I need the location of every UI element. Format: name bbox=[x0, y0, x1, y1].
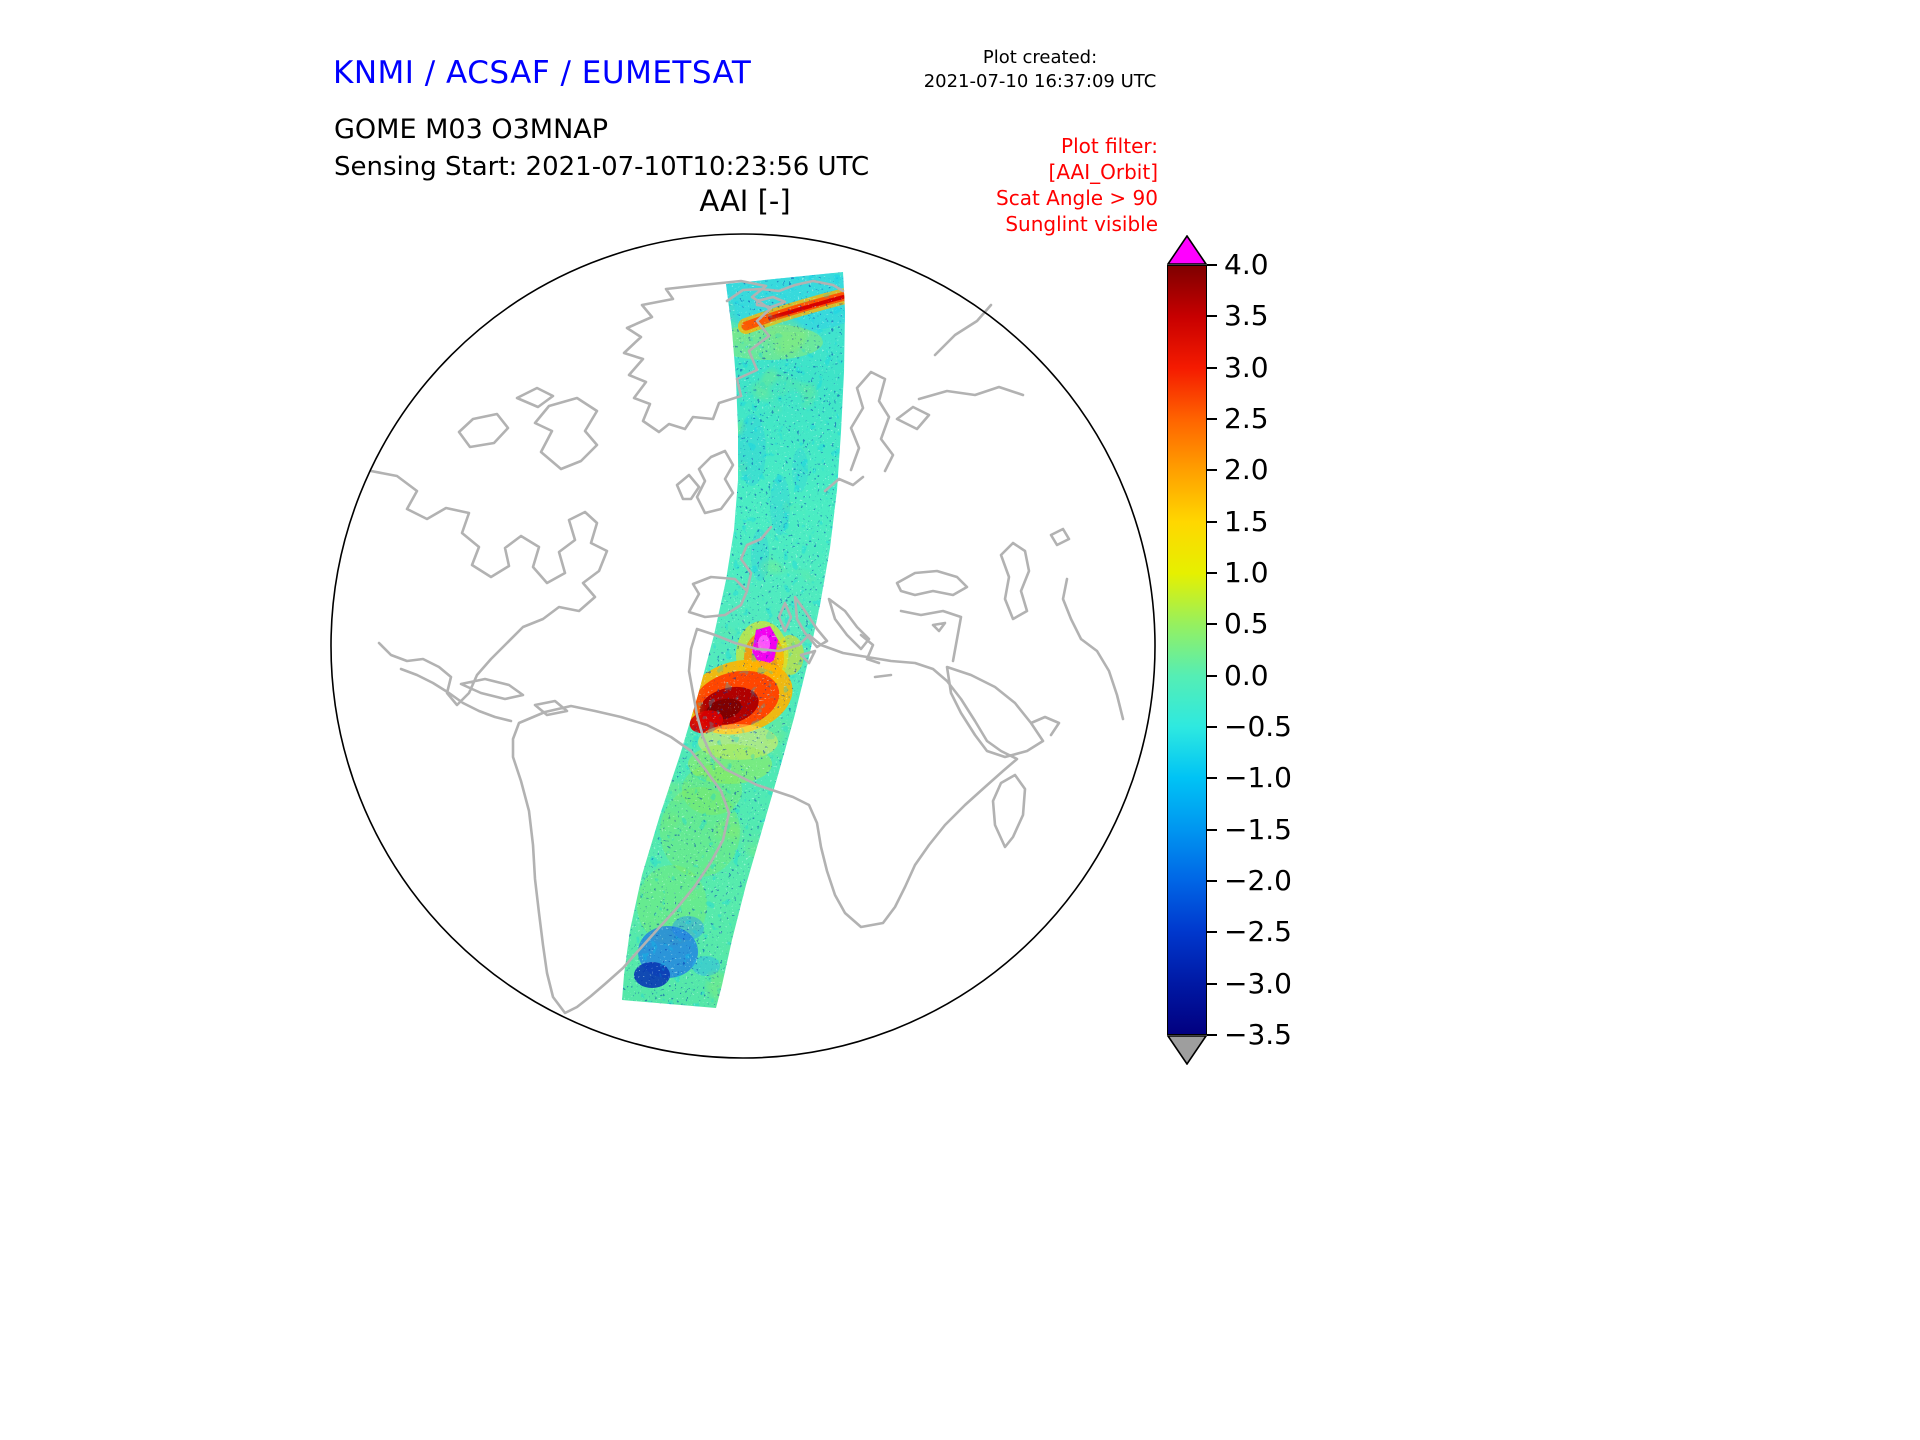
colorbar-tick-label: 3.5 bbox=[1224, 299, 1269, 333]
coastline-paths bbox=[369, 279, 1125, 1015]
colorbar-tick: −3.5 bbox=[1207, 1021, 1292, 1049]
plot-filter-line-4: Sunglint visible bbox=[1005, 212, 1158, 236]
colorbar-tick: −1.0 bbox=[1207, 764, 1292, 792]
colorbar-tick-mark bbox=[1207, 623, 1217, 626]
colorbar-tick-label: −1.0 bbox=[1224, 761, 1292, 795]
colorbar-tick-mark bbox=[1207, 982, 1217, 985]
plot-created-label: Plot created: bbox=[982, 47, 1098, 68]
colorbar-tick-mark bbox=[1207, 1034, 1217, 1036]
colorbar-tick-label: 0.0 bbox=[1224, 658, 1269, 692]
colorbar-tick-mark bbox=[1207, 880, 1217, 882]
plot-filter-line-3: Scat Angle > 90 bbox=[996, 186, 1158, 210]
colorbar-tick: 0.5 bbox=[1207, 610, 1269, 638]
colorbar-tick-label: −0.5 bbox=[1224, 710, 1292, 743]
colorbar-tick-label: −3.5 bbox=[1224, 1018, 1292, 1051]
colorbar-tick-mark bbox=[1207, 726, 1217, 728]
globe-outline bbox=[330, 233, 1156, 1059]
sensing-start: Sensing Start: 2021-07-10T10:23:56 UTC bbox=[334, 152, 870, 182]
satellite-swath bbox=[622, 272, 845, 1008]
colorbar-tick: −3.0 bbox=[1207, 966, 1292, 1000]
colorbar-tick-label: 2.5 bbox=[1224, 402, 1269, 435]
swath-noise-green bbox=[622, 272, 845, 1008]
colorbar-tick-label: 2.0 bbox=[1224, 453, 1269, 487]
colorbar-tick-mark bbox=[1207, 520, 1217, 523]
colorbar-tick: −0.5 bbox=[1207, 713, 1292, 741]
brand-title: KNMI / ACSAF / EUMETSAT bbox=[333, 55, 752, 91]
colorbar-tick: 3.5 bbox=[1207, 302, 1269, 330]
colorbar-tick-label: −1.5 bbox=[1224, 812, 1292, 846]
colorbar-tick-label: 3.0 bbox=[1224, 350, 1269, 384]
colorbar-tick-label: 1.5 bbox=[1224, 504, 1269, 538]
colorbar-tick: 0.0 bbox=[1207, 658, 1269, 692]
colorbar-tick-mark bbox=[1207, 264, 1217, 266]
colorbar-tick: 2.0 bbox=[1207, 456, 1269, 484]
under-arrow-shape bbox=[1167, 1035, 1207, 1065]
over-arrow-shape bbox=[1167, 235, 1207, 265]
plot-filter-line-1: Plot filter: bbox=[1061, 134, 1158, 158]
colorbar-tick-mark bbox=[1207, 315, 1217, 318]
colorbar-tick-label: −2.5 bbox=[1224, 915, 1292, 949]
colorbar-tick-label: −3.0 bbox=[1224, 966, 1292, 1000]
colorbar-tick-mark bbox=[1207, 777, 1217, 780]
colorbar-under-arrow bbox=[1167, 1035, 1207, 1065]
colorbar-tick: 1.5 bbox=[1207, 504, 1269, 538]
plot-filter-line-2: [AAI_Orbit] bbox=[1048, 160, 1158, 184]
colorbar-tick-mark bbox=[1207, 366, 1217, 369]
colorbar-over-arrow bbox=[1167, 235, 1207, 265]
plot-title: AAI [-] bbox=[699, 184, 791, 218]
product-title: GOME M03 O3MNAP bbox=[334, 114, 609, 145]
colorbar-tick-mark bbox=[1207, 418, 1217, 420]
colorbar-ticks: 4.0 3.5 3.0 2.5 2.0 1.5 1.0 0.5 0.0 −0.5 −1.0 −1.5 −… bbox=[1167, 235, 1417, 1075]
colorbar-tick: 1.0 bbox=[1207, 559, 1269, 587]
plot-filter-block: Plot filter: [AAI_Orbit] Scat Angle > 90… bbox=[940, 133, 1158, 237]
colorbar-tick-mark bbox=[1207, 828, 1217, 831]
colorbar-tick-label: 4.0 bbox=[1224, 248, 1269, 281]
colorbar-tick-mark bbox=[1207, 674, 1217, 677]
colorbar-tick-label: 1.0 bbox=[1224, 556, 1269, 589]
colorbar-tick: −2.5 bbox=[1207, 918, 1292, 946]
colorbar: 4.0 3.5 3.0 2.5 2.0 1.5 1.0 0.5 0.0 −0.5 −1.0 −1.5 −… bbox=[1167, 235, 1417, 1075]
colorbar-tick-mark bbox=[1207, 572, 1217, 574]
colorbar-tick-mark bbox=[1207, 469, 1217, 472]
colorbar-tick-mark bbox=[1207, 931, 1217, 934]
colorbar-tick: 4.0 bbox=[1207, 251, 1269, 279]
colorbar-bar bbox=[1167, 265, 1207, 1035]
colorbar-tick-label: −2.0 bbox=[1224, 864, 1292, 897]
colorbar-tick: −1.5 bbox=[1207, 812, 1292, 846]
colorbar-tick-label: 0.5 bbox=[1224, 607, 1269, 641]
colorbar-tick: −2.0 bbox=[1207, 867, 1292, 895]
colorbar-tick: 2.5 bbox=[1207, 405, 1269, 433]
plot-created: Plot created: 2021-07-10 16:37:09 UTC bbox=[915, 46, 1165, 94]
coastlines bbox=[369, 279, 1125, 1015]
colorbar-tick: 3.0 bbox=[1207, 350, 1269, 384]
plot-created-value: 2021-07-10 16:37:09 UTC bbox=[923, 71, 1157, 92]
